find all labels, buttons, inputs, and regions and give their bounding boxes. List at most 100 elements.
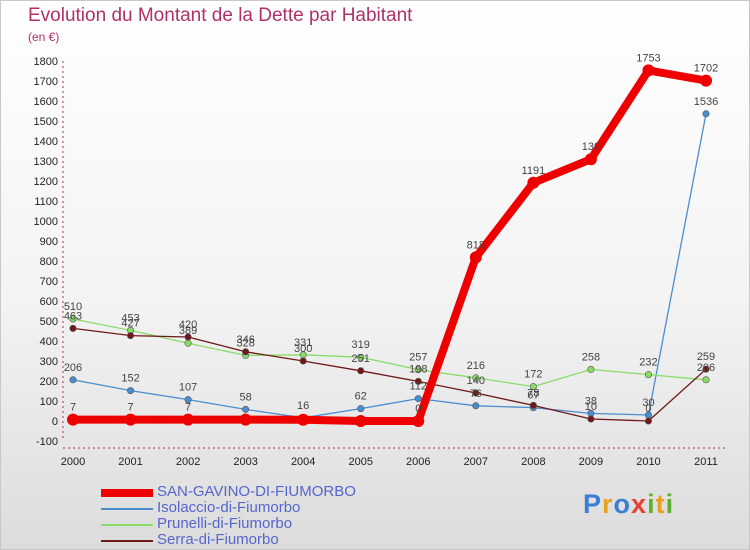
- data-point: [239, 413, 252, 426]
- data-point: [702, 110, 710, 118]
- data-label: 152: [121, 373, 139, 385]
- data-label: 7: [70, 402, 76, 414]
- data-point: [414, 377, 422, 385]
- data-point: [184, 396, 192, 404]
- data-label: 389: [179, 325, 197, 337]
- data-point: [702, 365, 710, 373]
- y-tick-label: 600: [40, 296, 58, 308]
- logo-letter: x: [631, 489, 648, 519]
- x-tick-label: 2008: [521, 456, 545, 468]
- data-point: [124, 413, 137, 426]
- data-label: 328: [236, 337, 254, 349]
- legend-swatch: [101, 524, 153, 526]
- data-label: 58: [240, 391, 252, 403]
- data-point: [700, 74, 712, 87]
- data-label: 206: [64, 362, 82, 374]
- data-label: 0: [645, 403, 651, 415]
- y-tick-label: 1500: [34, 116, 58, 128]
- logo-letter: o: [613, 489, 632, 519]
- y-tick-label: 700: [40, 276, 58, 288]
- y-tick-label: 100: [40, 396, 58, 408]
- data-label: 112: [409, 381, 427, 393]
- data-point: [587, 365, 595, 373]
- y-tick-label: 0: [52, 416, 58, 428]
- legend-label: Prunelli-di-Fiumorbo: [157, 515, 293, 532]
- logo-letter: P: [583, 489, 603, 519]
- x-tick-label: 2010: [636, 456, 660, 468]
- proxiti-logo: Proxiti: [583, 489, 674, 520]
- data-point: [127, 387, 135, 395]
- data-point: [67, 413, 79, 426]
- legend-swatch: [101, 508, 153, 510]
- data-point: [69, 315, 77, 323]
- y-tick-label: 1800: [34, 56, 58, 68]
- data-label: 1536: [694, 96, 718, 108]
- data-label: 319: [352, 339, 370, 351]
- y-tick-label: 1700: [34, 76, 58, 88]
- x-tick-label: 2005: [348, 456, 372, 468]
- data-label: 510: [64, 301, 82, 313]
- data-point: [644, 371, 652, 379]
- data-label: 251: [352, 353, 370, 365]
- data-point: [184, 333, 192, 341]
- data-point: [299, 357, 307, 365]
- x-tick-label: 2006: [406, 456, 430, 468]
- data-label: 818: [467, 239, 485, 251]
- x-tick-label: 2003: [233, 456, 257, 468]
- data-label: 427: [121, 318, 139, 330]
- data-label: 78: [527, 387, 539, 399]
- data-label: 198: [409, 363, 427, 375]
- data-label: 420: [179, 319, 197, 331]
- data-point: [584, 153, 597, 166]
- chart-subtitle: (en €): [28, 30, 60, 44]
- data-point: [529, 383, 537, 391]
- y-tick-label: 1600: [34, 96, 58, 108]
- data-label: 257: [409, 352, 427, 364]
- y-tick-label: 200: [40, 376, 58, 388]
- data-label: 130: [582, 141, 600, 153]
- data-label: 140: [467, 375, 485, 387]
- data-label: 300: [294, 343, 312, 355]
- y-tick-label: 500: [40, 316, 58, 328]
- data-label: 30: [642, 397, 654, 409]
- data-point: [69, 376, 77, 384]
- y-tick-label: 1200: [34, 176, 58, 188]
- data-point: [472, 389, 480, 397]
- data-point: [182, 413, 195, 426]
- logo-letter: r: [602, 489, 614, 519]
- logo-letter: i: [665, 489, 675, 519]
- data-point: [184, 339, 192, 347]
- data-label: 7: [127, 402, 133, 414]
- data-point: [469, 251, 482, 264]
- series-line-3: [72, 327, 707, 422]
- data-label: 67: [527, 390, 539, 402]
- data-point: [414, 395, 422, 403]
- data-point: [527, 176, 540, 189]
- data-point: [297, 413, 310, 426]
- data-label: 38: [585, 395, 597, 407]
- data-point: [472, 374, 480, 382]
- data-point: [702, 376, 710, 384]
- data-point: [529, 401, 537, 409]
- legend-label: Serra-di-Fiumorbo: [157, 531, 279, 548]
- series-line-1: [72, 113, 707, 419]
- y-tick-label: 1300: [34, 156, 58, 168]
- data-label: 232: [639, 357, 657, 369]
- x-tick-label: 2002: [176, 456, 200, 468]
- data-point: [127, 332, 135, 340]
- y-tick-label: 800: [40, 256, 58, 268]
- x-tick-label: 2007: [464, 456, 488, 468]
- x-tick-label: 2000: [61, 456, 85, 468]
- logo-letter: i: [647, 489, 656, 519]
- data-point: [242, 405, 250, 413]
- data-point: [472, 402, 480, 410]
- y-tick-label: 1000: [34, 216, 58, 228]
- data-point: [587, 415, 595, 423]
- legend-label: Isolaccio-di-Fiumorbo: [157, 499, 301, 516]
- y-tick-label: -100: [36, 436, 58, 448]
- x-tick-label: 2011: [694, 456, 718, 468]
- data-point: [357, 367, 365, 375]
- data-point: [242, 348, 250, 356]
- data-point: [642, 64, 655, 77]
